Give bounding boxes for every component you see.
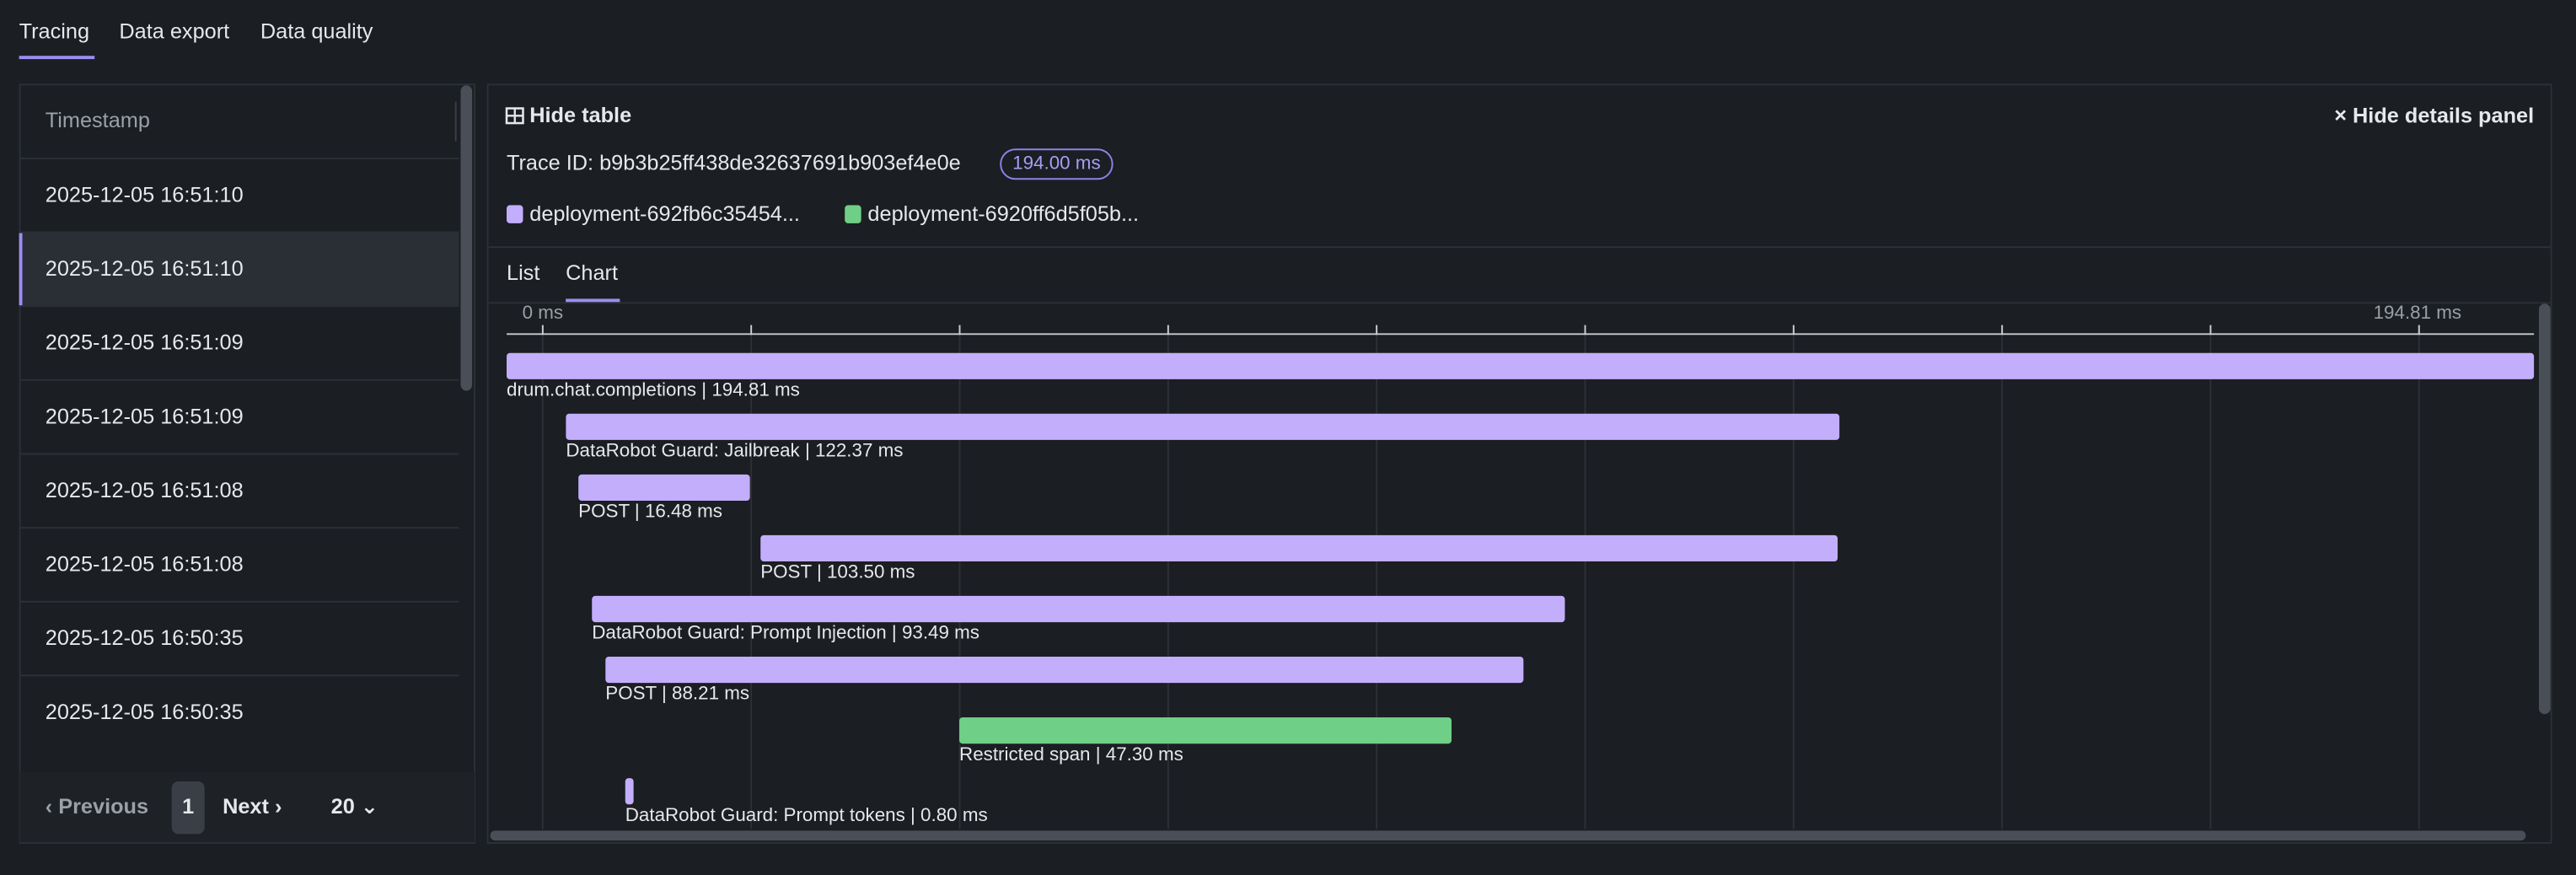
legend-swatch [845, 205, 861, 223]
span-chart: drum.chat.completions | 194.81 ms DataRob… [507, 352, 2535, 825]
row-timestamp[interactable]: 2025-12-05 16:51:08 [46, 553, 244, 577]
prev-label[interactable]: Previous [58, 795, 148, 819]
legend-label: deployment-6920ff6d5f05b... [867, 202, 1139, 226]
span-label: drum.chat.completions | 194.81 ms [507, 378, 800, 400]
subtab[interactable]: List [507, 261, 539, 285]
axis-label: 0 ms [523, 302, 564, 323]
hide-panel-label[interactable]: Hide details panel [2353, 104, 2534, 127]
tab[interactable]: Data quality [260, 20, 373, 44]
table-panel: Timestamp ‹ Previous 1 Next › 20 ⌄ 2025-… [19, 83, 476, 844]
page-size-value[interactable]: 20 [331, 795, 355, 819]
span-bar[interactable] [959, 717, 1452, 744]
span-label: POST | 103.50 ms [760, 561, 915, 582]
next-button[interactable]: Next › [223, 795, 282, 819]
scrollbar[interactable] [460, 85, 473, 391]
span-label: Restricted span | 47.30 ms [959, 743, 1183, 765]
tab-underline [19, 56, 95, 60]
legend-label: deployment-692fb6c35454... [529, 202, 800, 226]
row-selected [20, 233, 459, 306]
row-selected-bar [19, 233, 23, 306]
span-bar[interactable] [592, 595, 1565, 623]
span-label: POST | 88.21 ms [605, 683, 749, 704]
pagination-bar [19, 771, 475, 843]
span-bar[interactable] [625, 778, 634, 805]
prev-button[interactable]: ‹ Previous [46, 795, 148, 819]
span-label: DataRobot Guard: Jailbreak | 122.37 ms [566, 439, 903, 460]
duration-badge-text: 194.00 ms [1012, 153, 1100, 174]
hide-panel-button[interactable]: × Hide details panel [2334, 104, 2534, 127]
legend-swatch [507, 205, 523, 223]
row-timestamp[interactable]: 2025-12-05 16:51:10 [46, 183, 244, 207]
row-timestamp[interactable]: 2025-12-05 16:50:35 [46, 626, 244, 650]
span-bar[interactable] [760, 534, 1838, 562]
v-scrollbar[interactable] [2538, 303, 2551, 715]
span-bar[interactable] [566, 413, 1840, 440]
trace-id: Trace ID: b9b3b25ff438de32637691b903ef4e… [507, 151, 961, 174]
span-bar[interactable] [578, 474, 750, 501]
details-panel: Hide table × Hide details panel Trace ID… [486, 83, 2552, 844]
row-timestamp[interactable]: 2025-12-05 16:50:35 [46, 701, 244, 724]
table-icon[interactable] [505, 107, 524, 125]
span-bar[interactable] [605, 656, 1524, 684]
span-label: DataRobot Guard: Prompt tokens | 0.80 ms [625, 804, 988, 825]
panel-border [19, 83, 476, 844]
h-scrollbar[interactable] [490, 830, 2526, 841]
table-header: Timestamp [46, 109, 150, 132]
row-timestamp[interactable]: 2025-12-05 16:51:09 [46, 405, 244, 428]
row-timestamp[interactable]: 2025-12-05 16:51:08 [46, 479, 244, 502]
page-box[interactable] [171, 781, 205, 835]
subtab[interactable]: Chart [566, 261, 618, 285]
page-number[interactable]: 1 [182, 795, 194, 819]
panel-border [486, 83, 2552, 844]
tab[interactable]: Data export [119, 20, 229, 44]
page-size[interactable]: 20 ⌄ [331, 795, 378, 819]
axis-label: 194.81 ms [2374, 302, 2461, 323]
subtab-underline [566, 298, 620, 303]
tab[interactable]: Tracing [19, 20, 89, 44]
span-bar[interactable] [507, 352, 2535, 379]
next-label[interactable]: Next [223, 795, 269, 819]
duration-badge [1000, 148, 1114, 180]
row-timestamp[interactable]: 2025-12-05 16:51:10 [46, 257, 244, 281]
timeline-grid: 0 ms 194.81 ms [523, 302, 2461, 829]
hide-table-button[interactable]: Hide table [529, 104, 631, 127]
span-label: POST | 16.48 ms [578, 501, 722, 522]
row-timestamp[interactable]: 2025-12-05 16:51:09 [46, 331, 244, 355]
span-label: DataRobot Guard: Prompt Injection | 93.4… [592, 622, 979, 643]
